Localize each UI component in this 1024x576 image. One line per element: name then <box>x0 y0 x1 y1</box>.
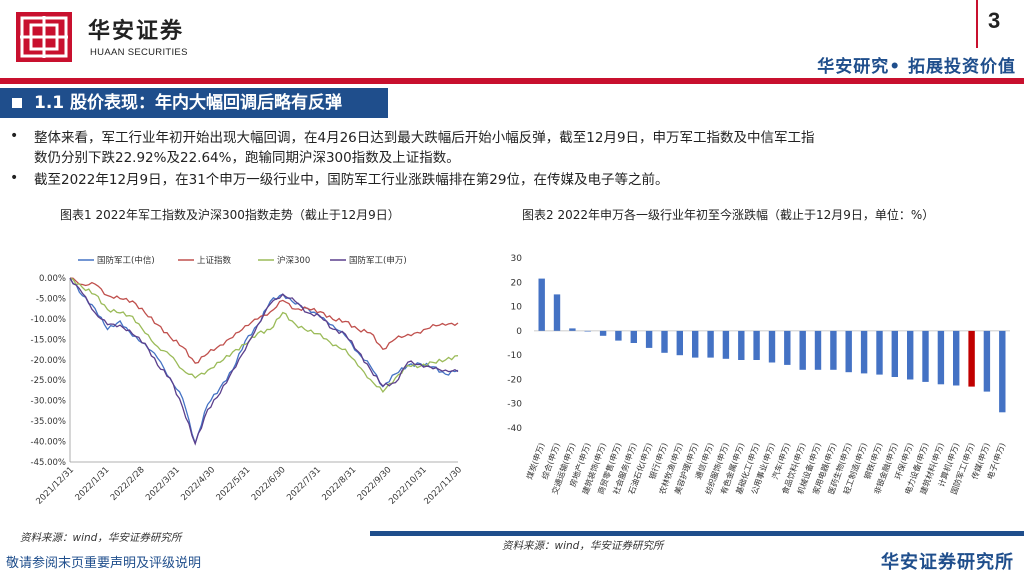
header-tagline: 华安研究• 拓展投资价值 <box>817 57 1016 77</box>
x-tick-label: 2022/8/31 <box>320 465 358 503</box>
header-divider <box>0 78 1024 84</box>
y-tick-label: 0 <box>516 327 522 337</box>
series-line-0 <box>69 277 459 446</box>
y-tick-label: -15.00% <box>31 335 66 345</box>
footer-institute: 华安证券研究所 <box>881 552 1014 573</box>
bar-14 <box>753 330 760 360</box>
y-tick-label: 10 <box>511 303 523 313</box>
bar-11 <box>707 330 714 358</box>
bar-26 <box>937 330 945 385</box>
huaan-logo-icon <box>16 12 72 62</box>
bar-20 <box>845 330 852 373</box>
y-tick-label: -5.00% <box>36 294 66 304</box>
y-tick-label: -10 <box>507 351 522 361</box>
bullet-text-1b: 数仍分别下跌22.92%及22.64%，跑输同期沪深300指数及上证指数。 <box>34 150 460 166</box>
bullet-text-1a: 整体来看，军工行业年初开始出现大幅回调，在4月26日达到最大跌幅后开始小幅反弹，… <box>34 130 815 146</box>
y-tick-label: -40.00% <box>31 438 66 448</box>
legend-label-1: 上证指数 <box>197 255 232 266</box>
page-number-box <box>976 0 1024 48</box>
bar-3 <box>584 330 591 332</box>
footer-disclaimer: 敬请参阅末页重要声明及评级说明 <box>6 556 202 571</box>
figure2-source: 资料来源：wind，华安证券研究所 <box>502 540 664 552</box>
bar-24 <box>907 330 914 380</box>
bar-29 <box>983 330 991 392</box>
y-tick-label: -45.00% <box>31 458 66 468</box>
bar-12 <box>722 330 730 359</box>
bar-27 <box>953 330 960 386</box>
x-tick-label: 2022/1/31 <box>73 465 111 503</box>
y-tick-label: -20 <box>507 375 522 385</box>
x-tick-label: 2022/11/30 <box>422 465 464 507</box>
bar-30 <box>999 330 1006 413</box>
legend-label-2: 沪深300 <box>277 255 310 266</box>
x-tick-label: 2022/5/31 <box>215 465 253 503</box>
bar-23 <box>891 330 898 377</box>
bar-25 <box>922 330 929 382</box>
brand-name-en: HUAAN SECURITIES <box>90 47 188 58</box>
figure2-caption: 图表2 2022年申万各一级行业年初至今涨跌幅（截止于12月9日，单位：%） <box>522 208 935 222</box>
figure1-caption: 图表1 2022年军工指数及沪深300指数走势（截止于12月9日） <box>60 208 400 222</box>
bar-8 <box>661 330 668 353</box>
bar-6 <box>630 330 637 343</box>
page-number: 3 <box>988 8 1001 33</box>
bar-21 <box>860 330 868 374</box>
y-tick-label: -25.00% <box>31 376 66 386</box>
bullet-icon: • <box>10 128 19 144</box>
y-tick-label: -40 <box>507 424 522 434</box>
legend-label-3: 国防军工(申万) <box>349 255 407 266</box>
bar-4 <box>599 330 607 336</box>
y-tick-label: -10.00% <box>31 315 66 325</box>
section-square-icon <box>12 98 22 108</box>
bar-0 <box>538 278 545 331</box>
x-tick-label: 2022/4/30 <box>179 465 217 503</box>
bar-28 <box>968 330 975 387</box>
bar-18 <box>814 330 822 370</box>
x-tick-label: 2022/6/30 <box>250 465 288 503</box>
legend-label-0: 国防军工(中信) <box>97 255 155 266</box>
bar-1 <box>553 294 561 331</box>
bar-13 <box>738 330 745 360</box>
y-tick-label: 30 <box>511 254 523 264</box>
series-line-2 <box>69 277 459 393</box>
bar-15 <box>768 330 776 363</box>
x-tick-label: 2022/2/28 <box>109 465 147 503</box>
y-tick-label: -20.00% <box>31 356 66 366</box>
bar-16 <box>784 330 791 365</box>
bar-22 <box>876 330 883 375</box>
footer-divider <box>370 531 1024 536</box>
section-title: 1.1 股价表现：年内大幅回调后略有反弹 <box>34 93 343 113</box>
bar-10 <box>692 330 699 358</box>
bar-2 <box>569 328 576 331</box>
x-tick-label: 2022/9/30 <box>356 465 394 503</box>
industry-return-bar-chart: 3020100-10-20-30-40煤炭(申万)综合(申万)交通运输(申万)房… <box>507 254 1010 496</box>
figure1-source: 资料来源：wind，华安证券研究所 <box>20 532 182 544</box>
index-trend-line-chart: 国防军工(中信) 上证指数 沪深300 国防军工(申万) 0.00% -5.00% -10.… <box>31 255 465 507</box>
series-line-1 <box>69 277 459 364</box>
x-tick-label: 2022/3/31 <box>144 465 182 503</box>
y-tick-label: 0.00% <box>39 274 66 284</box>
series-line-3 <box>69 277 459 446</box>
x-tick-label: 2021/12/31 <box>34 465 76 507</box>
bullet-text-2: 截至2022年12月9日，在31个申万一级行业中，国防军工行业涨跌幅排在第29位… <box>34 172 669 188</box>
brand-name-cn: 华安证券 <box>88 18 185 44</box>
y-tick-label: -35.00% <box>31 417 66 427</box>
bar-17 <box>799 330 806 370</box>
y-tick-label: -30.00% <box>31 397 66 407</box>
bar-9 <box>676 330 683 356</box>
y-tick-label: 20 <box>511 278 523 288</box>
bar-19 <box>830 330 837 370</box>
y-tick-label: -30 <box>507 400 522 410</box>
bullet-icon: • <box>10 170 19 186</box>
bar-7 <box>645 330 653 348</box>
section-header-bar <box>0 88 388 118</box>
bar-5 <box>615 330 622 341</box>
x-tick-label: 2022/7/31 <box>285 465 323 503</box>
